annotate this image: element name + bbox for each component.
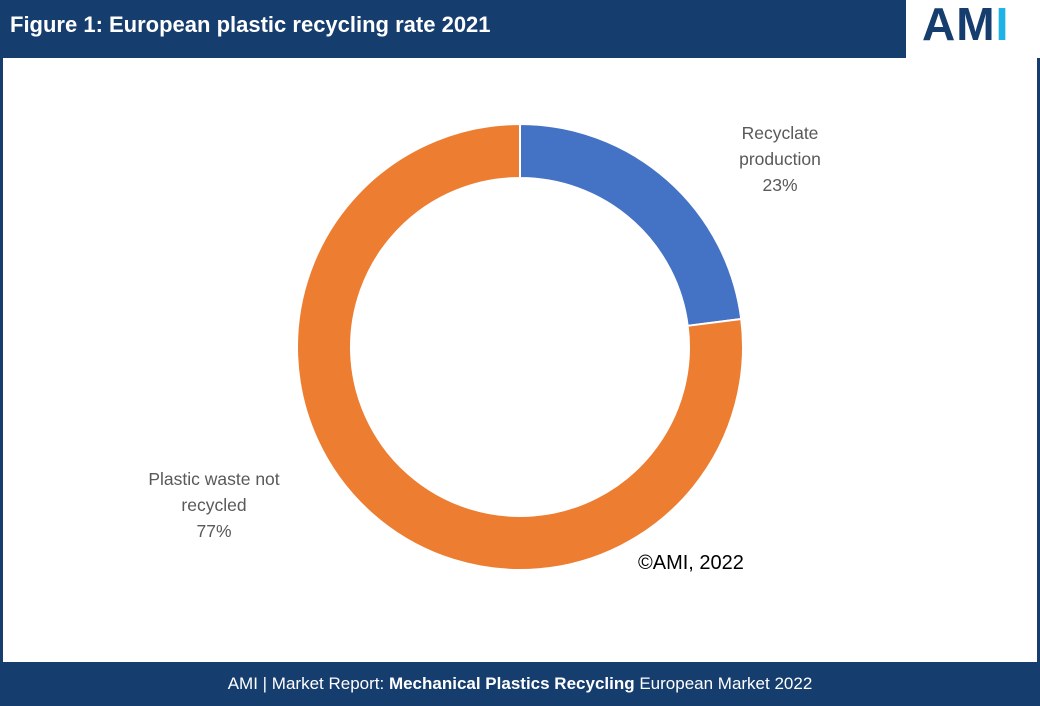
footer-suffix: European Market 2022 — [634, 674, 813, 693]
label-recycled-line2: production — [739, 149, 821, 169]
label-recycled-line1: Recyclate — [741, 123, 819, 143]
label-waste-line1: Plastic waste not — [148, 469, 280, 489]
label-waste-line2: recycled — [181, 495, 247, 515]
data-label-plastic-waste-not-recycled: Plastic waste not recycled 77% — [134, 466, 294, 544]
label-waste-value: 77% — [196, 521, 232, 541]
title-bar: Figure 1: European plastic recycling rat… — [0, 0, 906, 58]
donut-slice-plastic-waste-not-recycled — [296, 122, 744, 571]
footer-report-name: Mechanical Plastics Recycling — [388, 674, 635, 693]
logo-letter-a: A — [922, 0, 957, 50]
copyright-notice: ©AMI, 2022 — [638, 552, 744, 574]
ami-logo: AMI — [906, 0, 1040, 58]
ami-logo-text: AMI — [922, 1, 1009, 47]
frame-border-left — [0, 58, 3, 662]
chart-title: Figure 1: European plastic recycling rat… — [10, 12, 491, 37]
donut-slice-recyclate-production — [519, 122, 743, 327]
footer-bar: AMI | Market Report: Mechanical Plastics… — [0, 662, 1040, 706]
label-recycled-value: 23% — [762, 175, 798, 195]
logo-letter-m: M — [956, 0, 996, 50]
logo-letter-i: I — [995, 0, 1010, 50]
data-label-recyclate-production: Recyclate production 23% — [720, 120, 840, 198]
frame-border-right — [1037, 58, 1040, 662]
footer-prefix: AMI | Market Report: — [227, 674, 389, 693]
